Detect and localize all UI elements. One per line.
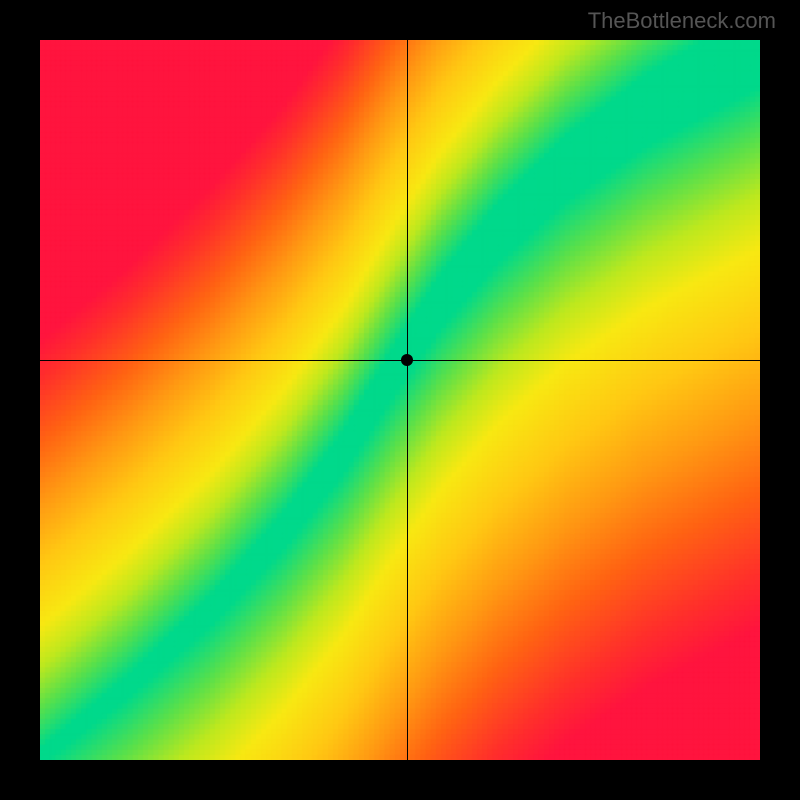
heatmap-canvas: [40, 40, 760, 760]
operating-point-marker: [401, 354, 413, 366]
bottleneck-heatmap: [40, 40, 760, 760]
crosshair-horizontal: [40, 360, 760, 361]
watermark-text: TheBottleneck.com: [588, 8, 776, 34]
crosshair-vertical: [407, 40, 408, 760]
